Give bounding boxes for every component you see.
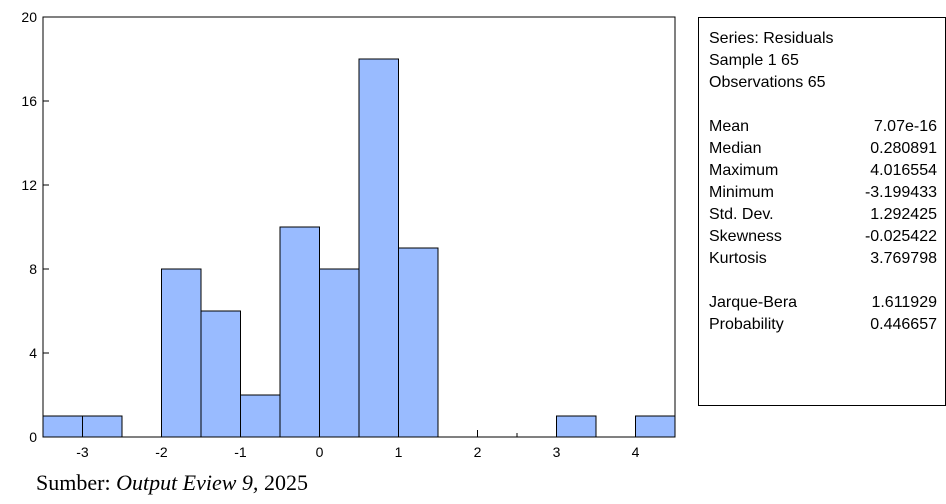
stats-value: 1.292425 [870,206,937,223]
stats-label: Kurtosis [709,250,767,267]
y-tick-label: 4 [29,345,37,361]
stats-row-kurtosis: Kurtosis 3.769798 [709,248,945,270]
y-tick-label: 8 [29,261,37,277]
stats-row-maximum: Maximum 4.016554 [709,160,945,182]
histogram-bar [82,415,123,438]
y-tick-label: 0 [29,429,37,445]
stats-label: Minimum [709,184,774,201]
stats-value: 1.611929 [871,294,937,311]
stats-value: 3.769798 [870,250,937,267]
y-tick-label: 16 [21,93,37,109]
x-tick-label: 1 [395,444,403,460]
y-tick-label: 12 [21,177,37,193]
histogram-bar [398,247,439,438]
source-emphasis: Output Eview 9, [116,470,259,495]
stats-label: Mean [709,118,750,135]
stats-value: 7.07e-16 [873,118,937,135]
x-tick-label: -1 [234,444,247,460]
histogram-bar [240,394,281,438]
stats-label: Maximum [709,162,779,179]
stats-value: 0.280891 [870,140,937,157]
histogram-bar [279,226,320,438]
histogram-bar [200,310,241,438]
x-tick-label: -2 [155,444,168,460]
stats-value: -3.199433 [864,184,937,201]
stats-row-skewness: Skewness -0.025422 [709,226,945,248]
stats-observations: Observations 65 [709,74,826,91]
source-prefix: Sumber: [36,470,117,495]
histogram-bar [358,58,399,438]
histogram-bar [161,268,202,438]
histogram-bar [42,415,83,438]
stats-row-std-dev: Std. Dev. 1.292425 [709,204,945,226]
stats-row-minimum: Minimum -3.199433 [709,182,945,204]
stats-value: -0.025422 [864,228,937,245]
source-suffix: 2025 [258,470,308,495]
stats-row-jarque-bera: Jarque-Bera 1.611929 [709,292,945,314]
stats-series: Series: Residuals [709,30,834,47]
histogram-bar [319,268,360,438]
y-tick-label: 20 [21,9,37,25]
x-tick-label: 3 [553,444,561,460]
x-tick-label: 0 [316,444,324,460]
stats-row-mean: Mean 7.07e-16 [709,116,945,138]
x-tick-label: 2 [474,444,482,460]
stats-panel: Series: Residuals Sample 1 65 Observatio… [698,17,946,406]
x-tick-label: 4 [632,444,640,460]
stats-row-probability: Probability 0.446657 [709,314,945,336]
stats-value: 0.446657 [870,316,937,333]
stats-label: Median [709,140,762,157]
x-tick-label: -3 [76,444,89,460]
stats-row-median: Median 0.280891 [709,138,945,160]
stats-label: Jarque-Bera [709,294,798,311]
stats-label: Probability [709,316,784,333]
stats-label: Skewness [709,228,782,245]
stats-label: Std. Dev. [709,206,774,223]
source-caption: Sumber: Output Eview 9, 2025 [36,470,308,496]
histogram-bar [635,415,676,438]
stats-value: 4.016554 [870,162,937,179]
stats-sample: Sample 1 65 [709,52,799,69]
histogram-bar [556,415,597,438]
